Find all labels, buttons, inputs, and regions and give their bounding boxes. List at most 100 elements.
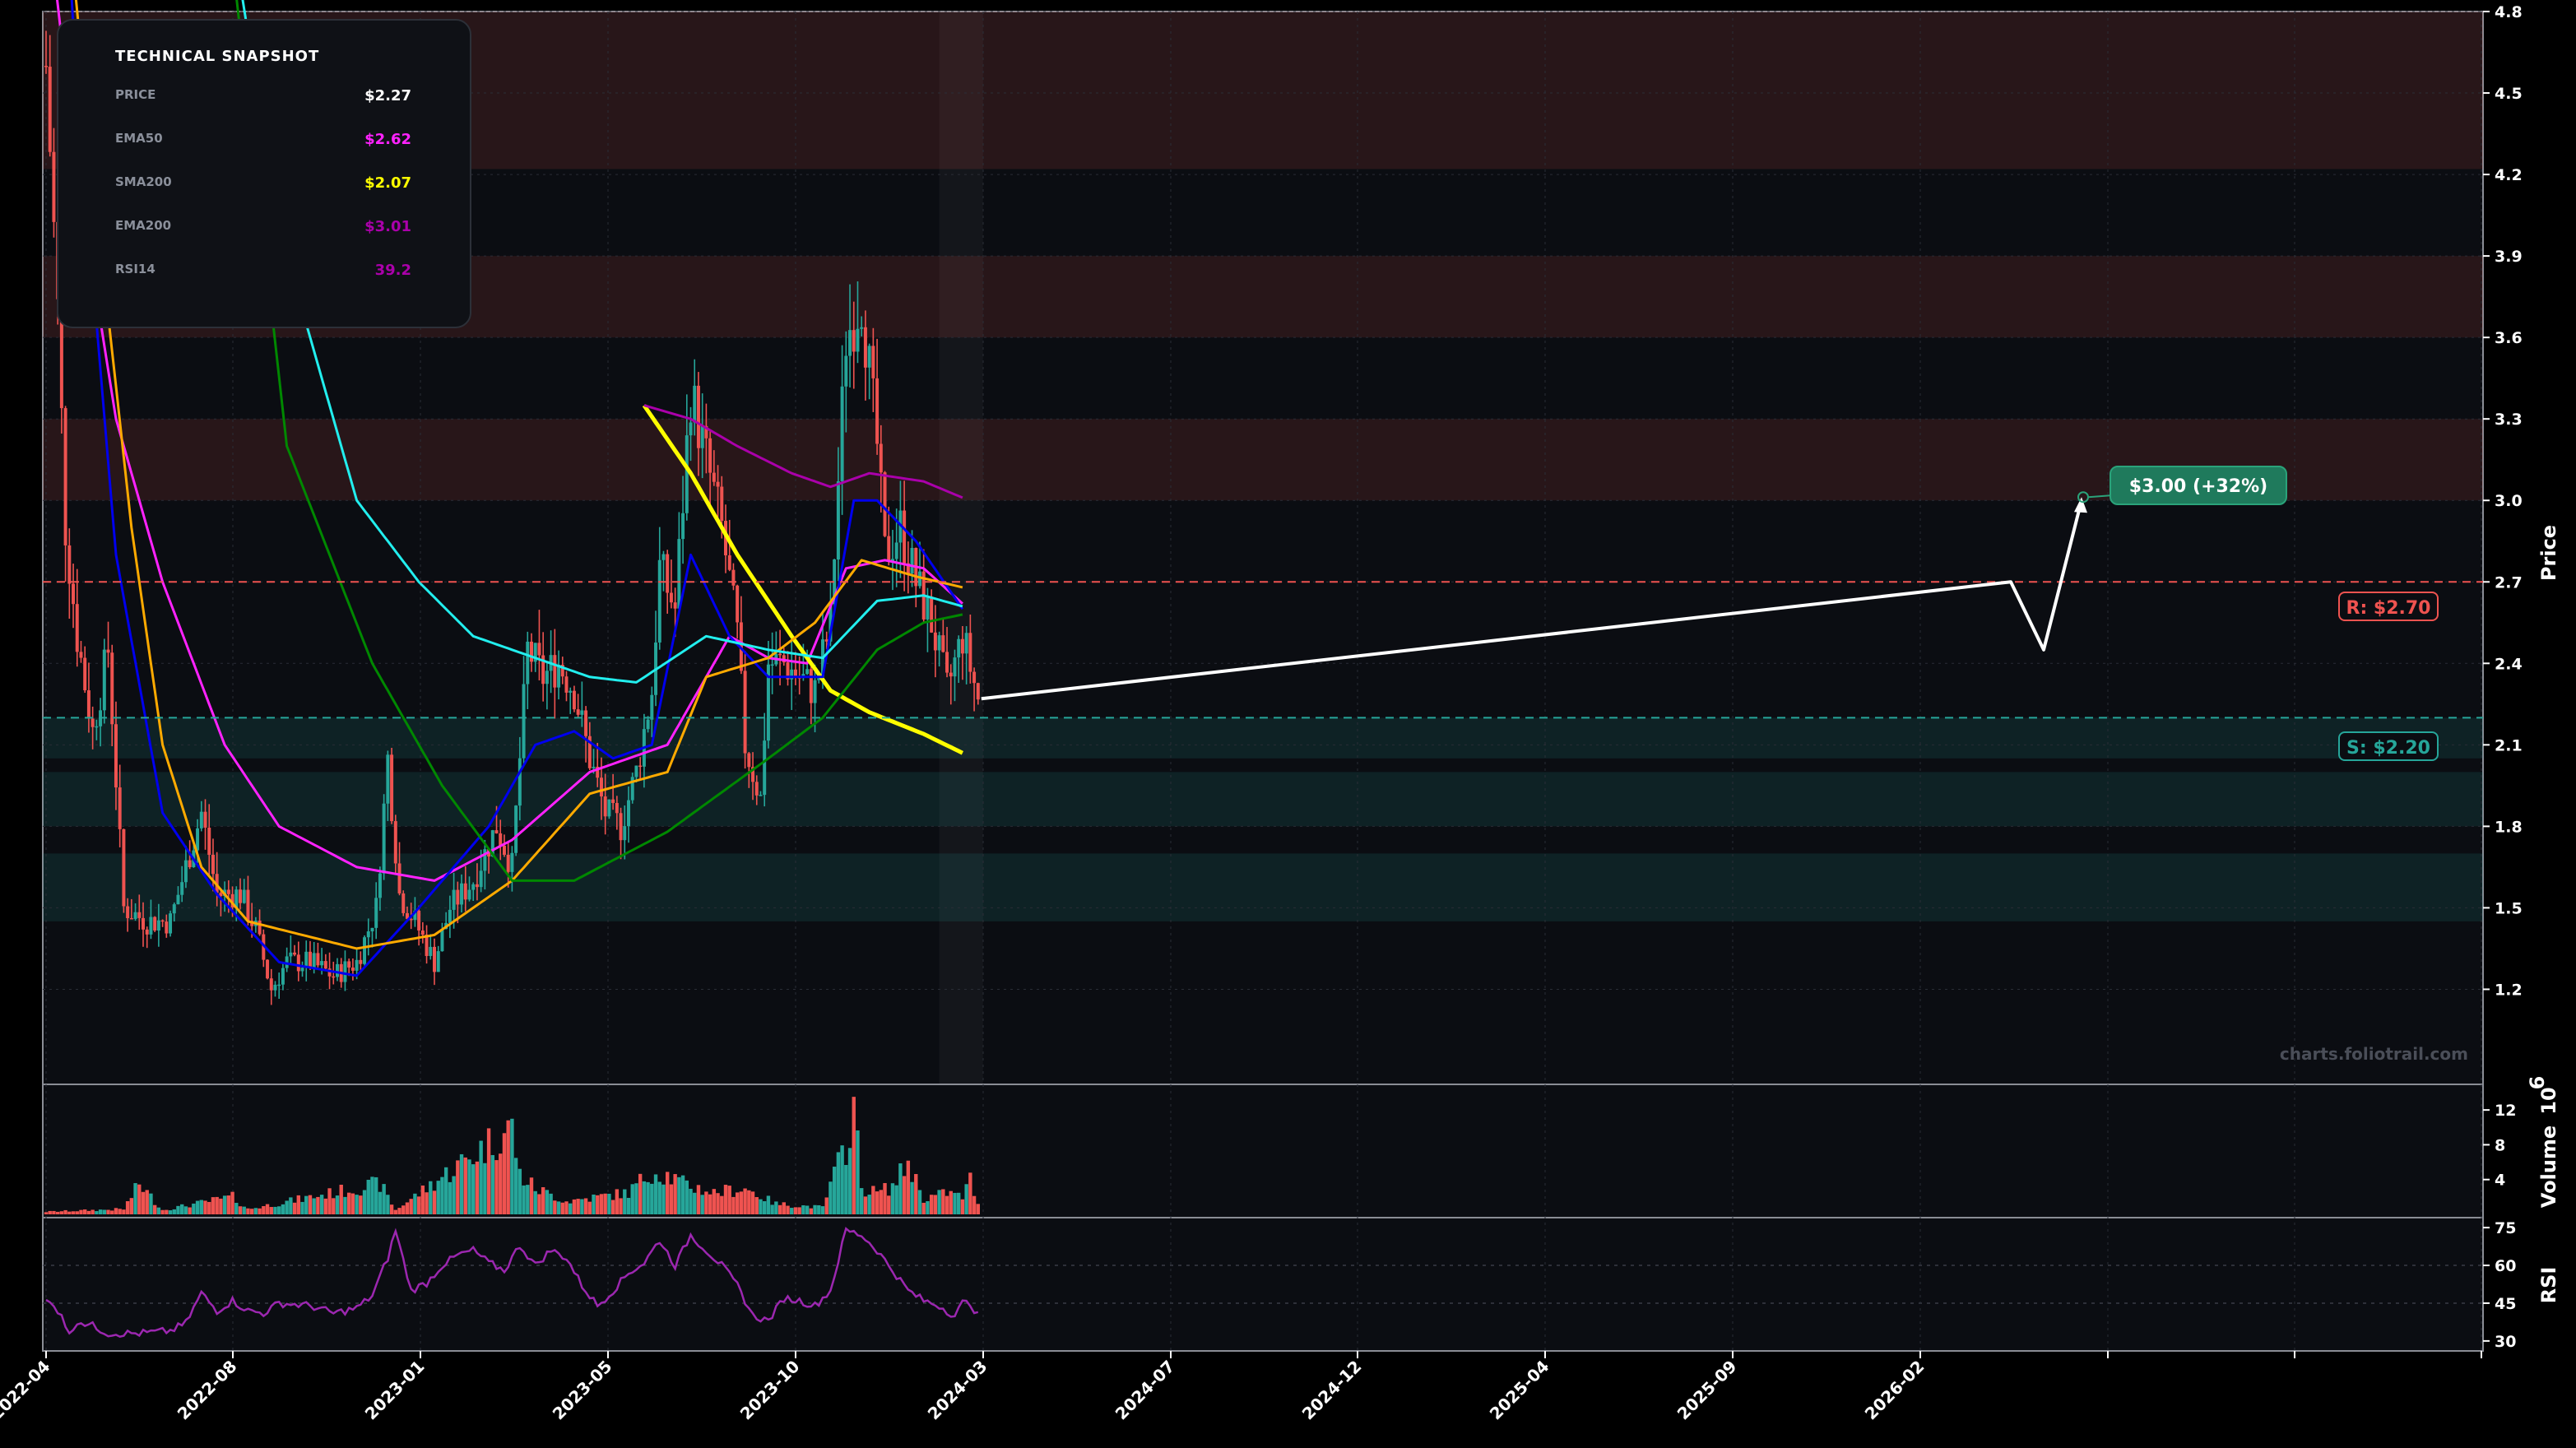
price-projection [981, 491, 2114, 701]
volume-bar [327, 1188, 332, 1214]
volume-bar [926, 1200, 930, 1214]
volume-bar [747, 1190, 751, 1214]
volume-bar [133, 1183, 137, 1214]
volume-bar [847, 1148, 852, 1214]
volume-bar [863, 1196, 868, 1214]
volume-bar [192, 1203, 196, 1214]
candle-body [320, 961, 324, 966]
volume-bar [790, 1208, 794, 1214]
support-label: S: $2.20 [2346, 738, 2430, 759]
volume-bar [910, 1181, 914, 1214]
volume-bar [941, 1189, 945, 1214]
candle-body [226, 889, 230, 894]
candle-body [661, 554, 666, 560]
candle-body [782, 655, 786, 663]
volume-bar [304, 1195, 309, 1214]
volume-bar [572, 1199, 577, 1214]
projection-arrowhead [2074, 497, 2087, 513]
candle-body [196, 828, 200, 851]
volume-bar [817, 1204, 821, 1214]
volume-bar [576, 1199, 580, 1214]
candle-body [937, 635, 941, 651]
volume-tick-label: 4 [2495, 1172, 2505, 1190]
watermark: charts.foliotrail.com [2280, 1044, 2468, 1064]
volume-bar [409, 1199, 413, 1214]
candle-body [677, 539, 681, 609]
volume-bar [623, 1189, 627, 1214]
volume-bar [52, 1210, 56, 1214]
price-tick-label: 4.2 [2495, 166, 2523, 184]
price-tick-label: 4.5 [2495, 85, 2523, 103]
volume-bar [110, 1210, 114, 1214]
candle-body [289, 952, 293, 957]
volume-bar [708, 1194, 712, 1214]
volume-bar [793, 1207, 798, 1214]
volume-tick-label: 12 [2495, 1102, 2516, 1120]
candle-body [569, 690, 573, 693]
candle-body [59, 299, 63, 409]
candle-body [599, 777, 603, 797]
candle-body [666, 554, 670, 593]
volume-bar [805, 1205, 810, 1214]
volume-bar [339, 1185, 343, 1214]
volume-bar [215, 1196, 219, 1214]
volume-bar [401, 1205, 406, 1214]
candle-body [564, 676, 569, 693]
volume-bar [238, 1206, 243, 1214]
volume-bar [249, 1209, 254, 1214]
volume-bar [332, 1198, 336, 1214]
volume-bar [265, 1204, 270, 1214]
candle-body [650, 694, 654, 720]
volume-bar [125, 1200, 130, 1214]
candle-body [689, 422, 693, 436]
candle-body [619, 813, 623, 841]
volume-bar [898, 1163, 903, 1214]
candle-body [448, 909, 452, 923]
candle-body [716, 481, 720, 487]
target-label: $3.00 (+32%) [2129, 476, 2267, 497]
volume-bar [820, 1206, 825, 1214]
rsi-line [45, 1227, 979, 1339]
volume-bar [389, 1204, 394, 1214]
candle-body [630, 777, 634, 801]
volume-bar [207, 1201, 211, 1214]
volume-bar [917, 1190, 922, 1214]
volume-bar [766, 1195, 771, 1214]
volume-bar [448, 1181, 453, 1214]
volume-bar [964, 1184, 968, 1214]
candle-body [343, 961, 347, 982]
candle-body [63, 408, 67, 545]
candle-body [587, 736, 592, 768]
candle-body [580, 710, 584, 715]
moving-average-line [235, 0, 963, 882]
candle-body [957, 638, 961, 658]
volume-bar [638, 1173, 643, 1214]
candle-body [848, 330, 852, 356]
candle-body [366, 931, 370, 938]
snapshot-label-rsi14: RSI14 [115, 262, 155, 276]
candle-body [79, 652, 83, 658]
candle-body [871, 346, 875, 378]
candle-body [296, 954, 300, 972]
volume-bar [580, 1199, 584, 1214]
volume-bar [890, 1183, 895, 1214]
rsi-tick-label: 45 [2495, 1295, 2516, 1313]
volume-bar [199, 1200, 203, 1214]
volume-bar [553, 1200, 557, 1214]
volume-panel [42, 1084, 2484, 1218]
candle-body [887, 536, 891, 562]
candle-body [160, 920, 165, 922]
volume-bar [486, 1128, 491, 1214]
volume-bar [281, 1204, 285, 1214]
candle-body [266, 959, 270, 979]
volume-bar [114, 1208, 118, 1214]
volume-bar [262, 1205, 266, 1214]
volume-bar [230, 1191, 234, 1214]
moving-average-line [241, 0, 963, 684]
volume-bar [359, 1195, 363, 1214]
volume-bar [533, 1190, 537, 1214]
candle-body [960, 638, 964, 654]
candle-body [246, 889, 250, 921]
candle-body [207, 827, 211, 856]
candle-body [836, 481, 840, 559]
